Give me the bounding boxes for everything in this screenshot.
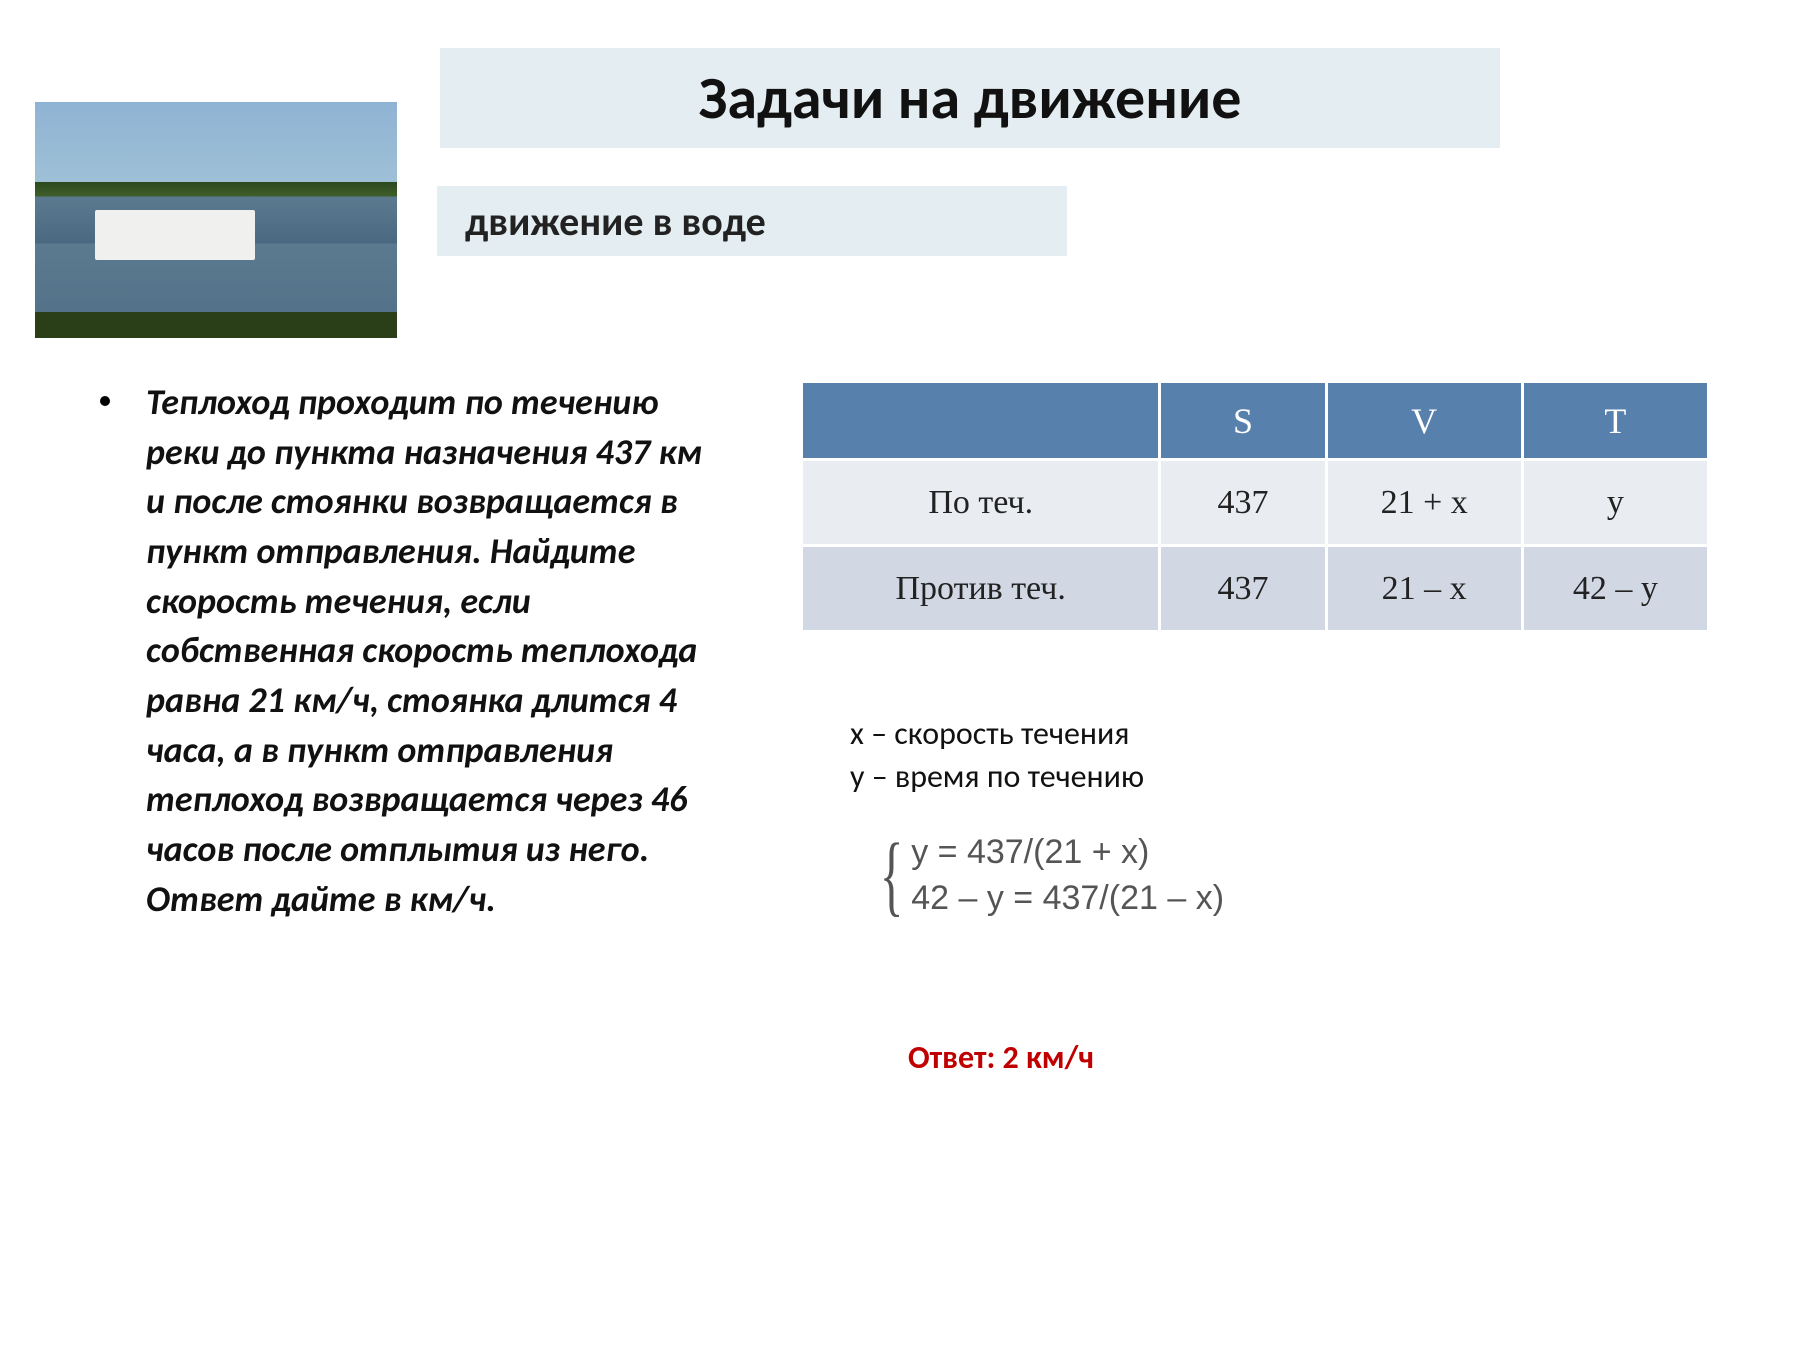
cell: 437 <box>1160 546 1326 632</box>
table-header-row: S V T <box>802 382 1709 460</box>
brace-icon: { <box>880 840 904 912</box>
cell: 437 <box>1160 460 1326 546</box>
problem-text: Теплоход проходит по течению реки до пун… <box>146 378 720 924</box>
bullet-icon <box>100 396 110 406</box>
problem-block: Теплоход проходит по течению реки до пун… <box>100 378 720 924</box>
cell: y <box>1522 460 1708 546</box>
equation-2: 42 – y = 437/(21 – x) <box>911 876 1224 922</box>
col-v: V <box>1326 382 1522 460</box>
cell: 21 – x <box>1326 546 1522 632</box>
def-y: y – время по течению <box>850 755 1144 798</box>
equations: y = 437/(21 + x) 42 – y = 437/(21 – x) <box>911 830 1224 922</box>
cell: Против теч. <box>802 546 1160 632</box>
page-subtitle: движение в воде <box>465 197 766 246</box>
svt-table: S V T По теч. 437 21 + x y Против теч. 4… <box>800 380 1710 633</box>
cell: 21 + x <box>1326 460 1522 546</box>
variable-definitions: x – скорость течения y – время по течени… <box>850 712 1144 798</box>
page-title: Задачи на движение <box>698 62 1241 135</box>
answer-text: Ответ: 2 км/ч <box>908 1038 1094 1077</box>
table-row: Против теч. 437 21 – x 42 – y <box>802 546 1709 632</box>
col-s: S <box>1160 382 1326 460</box>
cell: 42 – y <box>1522 546 1708 632</box>
table-row: По теч. 437 21 + x y <box>802 460 1709 546</box>
river-boat-photo <box>35 102 397 338</box>
cell: По теч. <box>802 460 1160 546</box>
col-t: T <box>1522 382 1708 460</box>
title-band: Задачи на движение <box>440 48 1500 148</box>
equation-system: { y = 437/(21 + x) 42 – y = 437/(21 – x) <box>870 830 1224 922</box>
equation-1: y = 437/(21 + x) <box>911 830 1224 876</box>
def-x: x – скорость течения <box>850 712 1144 755</box>
subtitle-band: движение в воде <box>437 186 1067 256</box>
col-blank <box>802 382 1160 460</box>
